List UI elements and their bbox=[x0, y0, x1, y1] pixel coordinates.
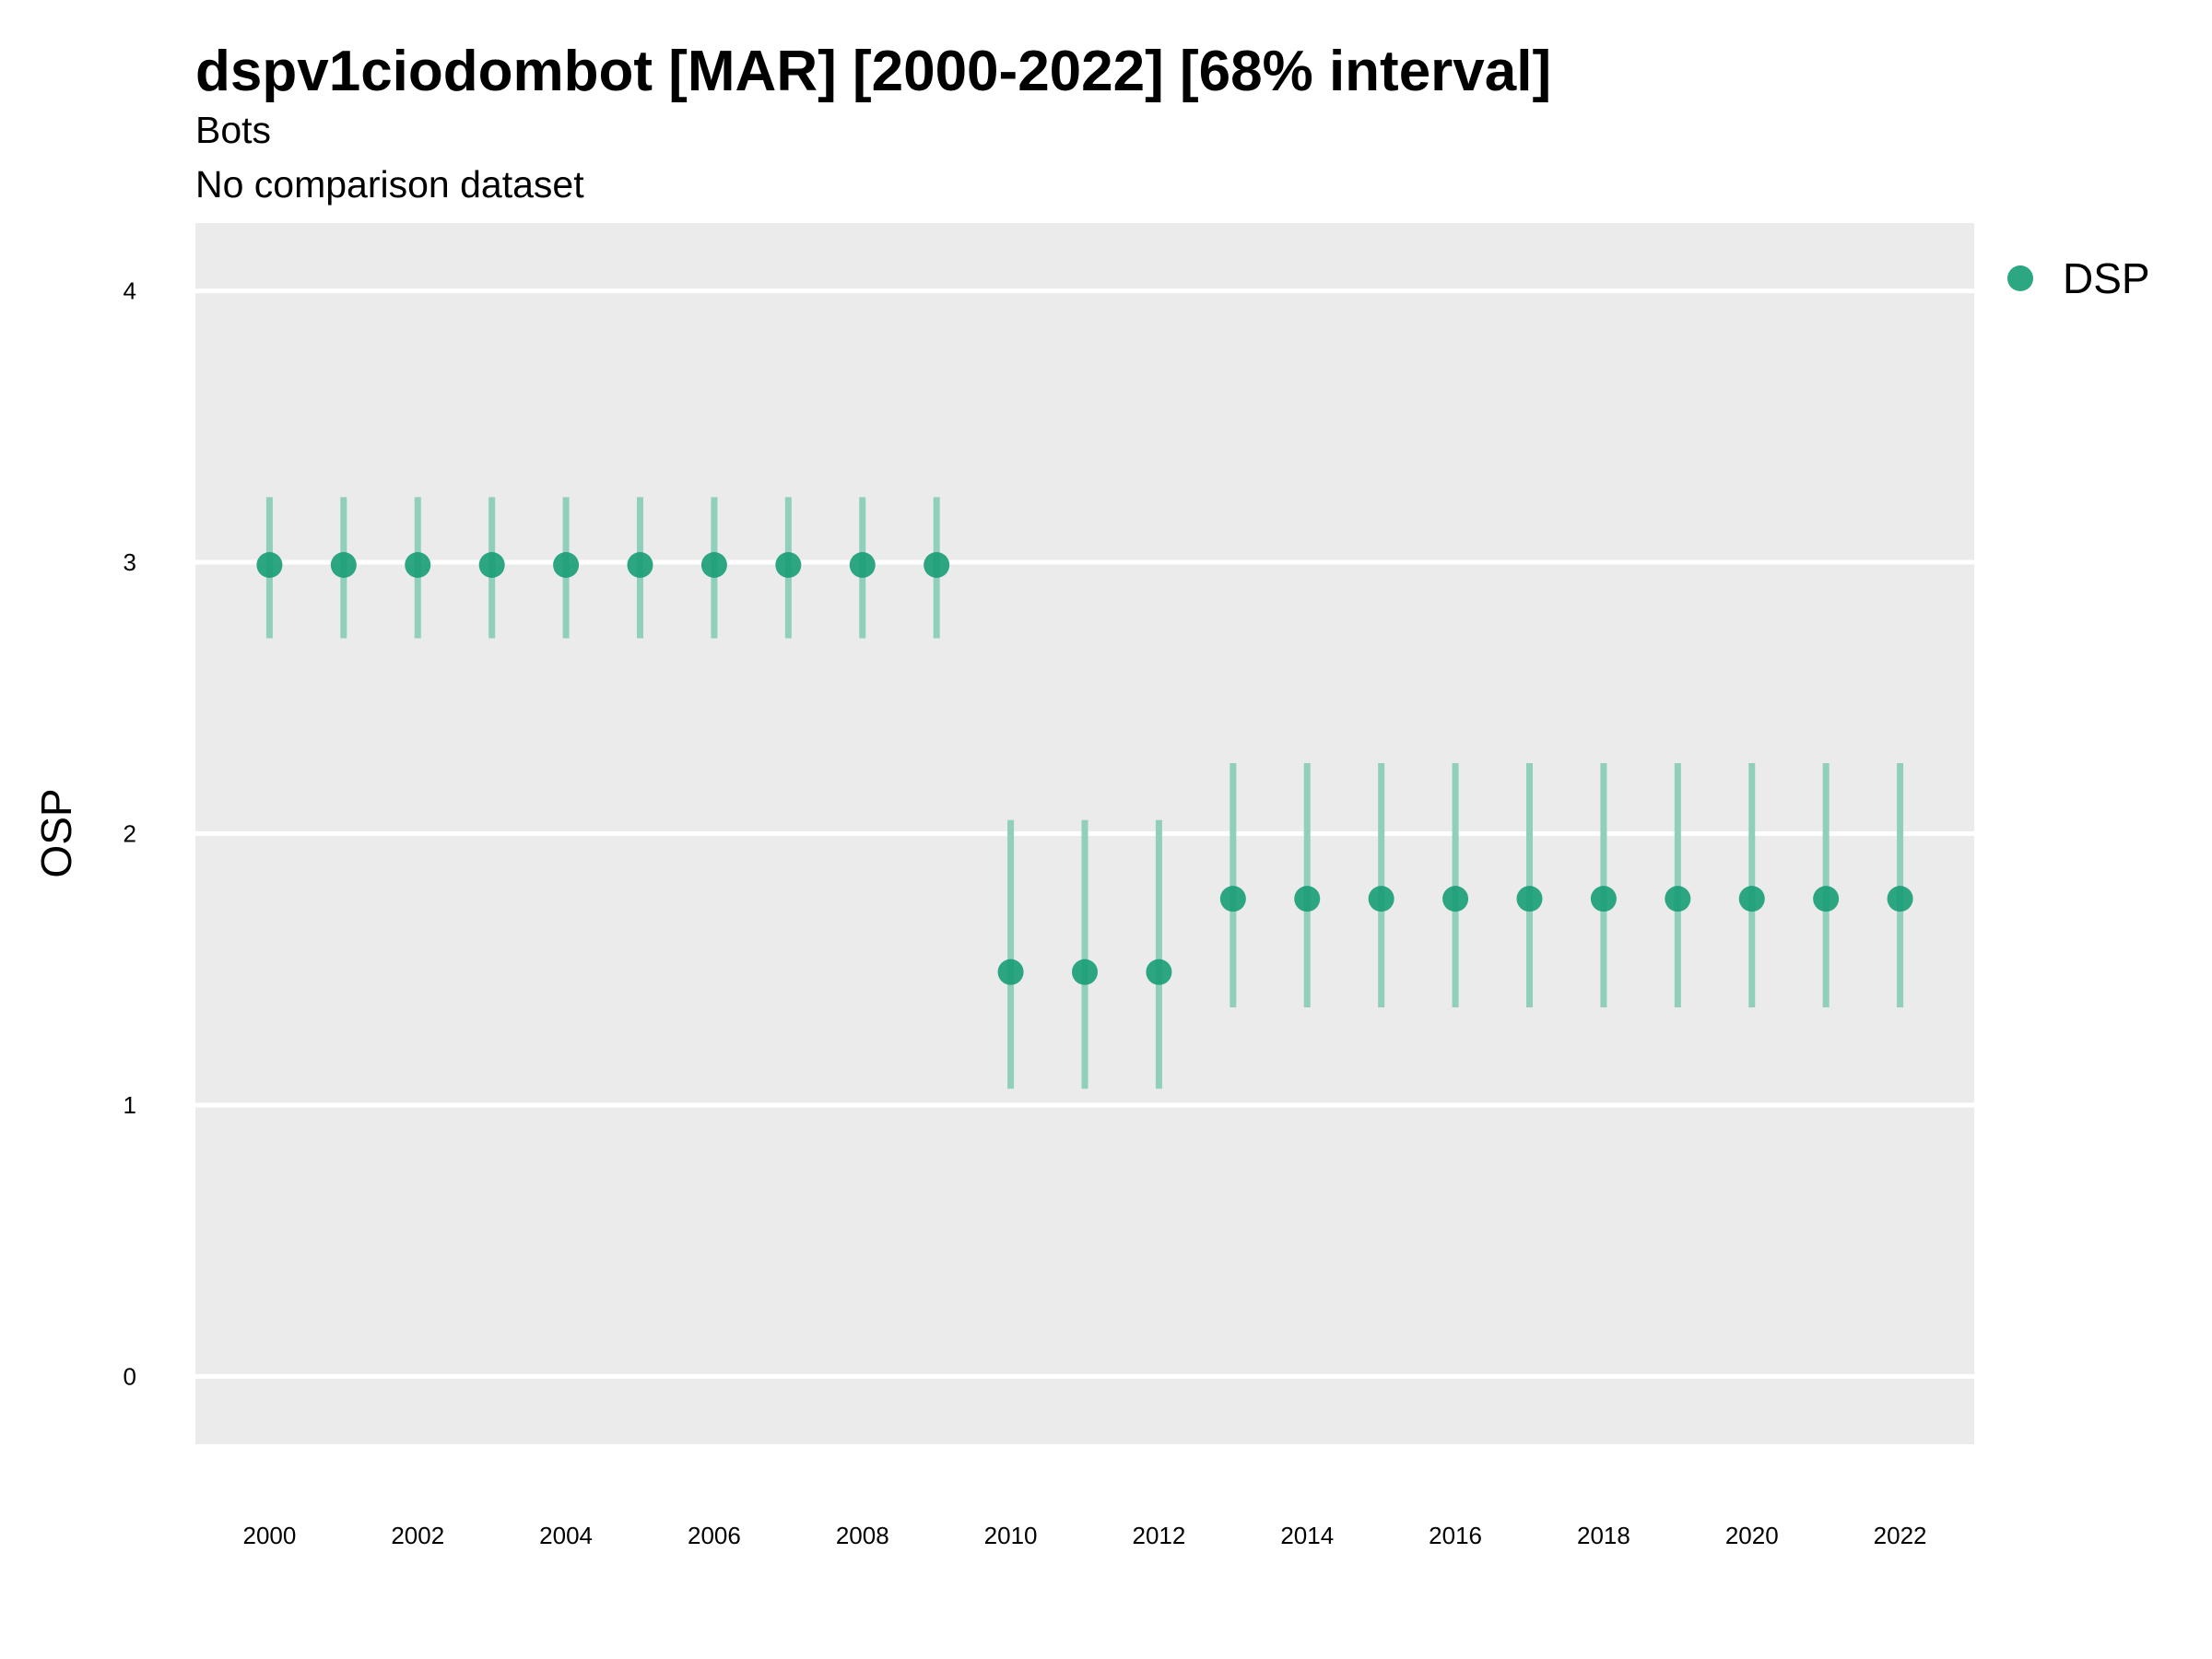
legend-dsp-label: DSP bbox=[2063, 254, 2150, 302]
data-point-2005 bbox=[627, 552, 653, 578]
data-point-2021 bbox=[1813, 886, 1840, 912]
data-point-2015 bbox=[1368, 886, 1394, 912]
data-point-2022 bbox=[1887, 886, 1913, 912]
x-tick-label-2000: 2000 bbox=[242, 1522, 296, 1549]
x-tick-label-2018: 2018 bbox=[1577, 1522, 1630, 1549]
x-tick-label-2002: 2002 bbox=[391, 1522, 444, 1549]
chart-title: dspv1ciodombot [MAR] [2000-2022] [68% in… bbox=[195, 40, 1551, 103]
x-tick-label-2014: 2014 bbox=[1280, 1522, 1334, 1549]
data-point-2011 bbox=[1072, 959, 1098, 985]
x-tick-label-2022: 2022 bbox=[1874, 1522, 1927, 1549]
y-tick-label-2: 2 bbox=[124, 820, 136, 848]
y-axis-title: OSP bbox=[32, 788, 80, 877]
data-point-2013 bbox=[1219, 886, 1246, 912]
x-tick-label-2008: 2008 bbox=[836, 1522, 889, 1549]
x-tick-label-2004: 2004 bbox=[539, 1522, 593, 1549]
x-tick-label-2006: 2006 bbox=[688, 1522, 741, 1549]
y-axis-ticks: 0 1 2 3 4 bbox=[124, 277, 136, 1391]
data-point-2008 bbox=[849, 552, 876, 578]
x-tick-label-2016: 2016 bbox=[1429, 1522, 1482, 1549]
data-point-2018 bbox=[1590, 886, 1617, 912]
x-tick-label-2020: 2020 bbox=[1725, 1522, 1779, 1549]
data-point-2003 bbox=[478, 552, 505, 578]
x-axis-ticks: 2000 2002 2004 2006 2008 2010 2012 2014 2016 2018… bbox=[242, 1522, 1926, 1549]
legend: DSP bbox=[2007, 254, 2150, 302]
data-point-2014 bbox=[1294, 886, 1321, 912]
data-point-2012 bbox=[1146, 959, 1172, 985]
x-tick-label-2010: 2010 bbox=[984, 1522, 1038, 1549]
data-point-2006 bbox=[700, 552, 727, 578]
data-point-2020 bbox=[1738, 886, 1765, 912]
data-point-2019 bbox=[1665, 886, 1691, 912]
data-point-2001 bbox=[330, 552, 357, 578]
y-tick-label-1: 1 bbox=[124, 1091, 136, 1119]
data-point-2007 bbox=[775, 552, 802, 578]
data-point-2016 bbox=[1442, 886, 1469, 912]
y-tick-label-0: 0 bbox=[124, 1362, 136, 1390]
data-point-2000 bbox=[256, 552, 283, 578]
y-tick-label-4: 4 bbox=[124, 277, 136, 305]
data-point-2004 bbox=[553, 552, 580, 578]
data-points bbox=[256, 552, 1913, 985]
chart-subtitle-1: Bots bbox=[195, 109, 271, 151]
x-tick-label-2012: 2012 bbox=[1132, 1522, 1185, 1549]
y-tick-label-3: 3 bbox=[124, 548, 136, 576]
legend-dsp-marker bbox=[2007, 265, 2033, 291]
data-point-2009 bbox=[924, 552, 950, 578]
data-point-2010 bbox=[997, 959, 1024, 985]
data-point-2002 bbox=[405, 552, 431, 578]
data-point-2017 bbox=[1516, 886, 1543, 912]
chart-subtitle-2: No comparison dataset bbox=[195, 163, 584, 206]
